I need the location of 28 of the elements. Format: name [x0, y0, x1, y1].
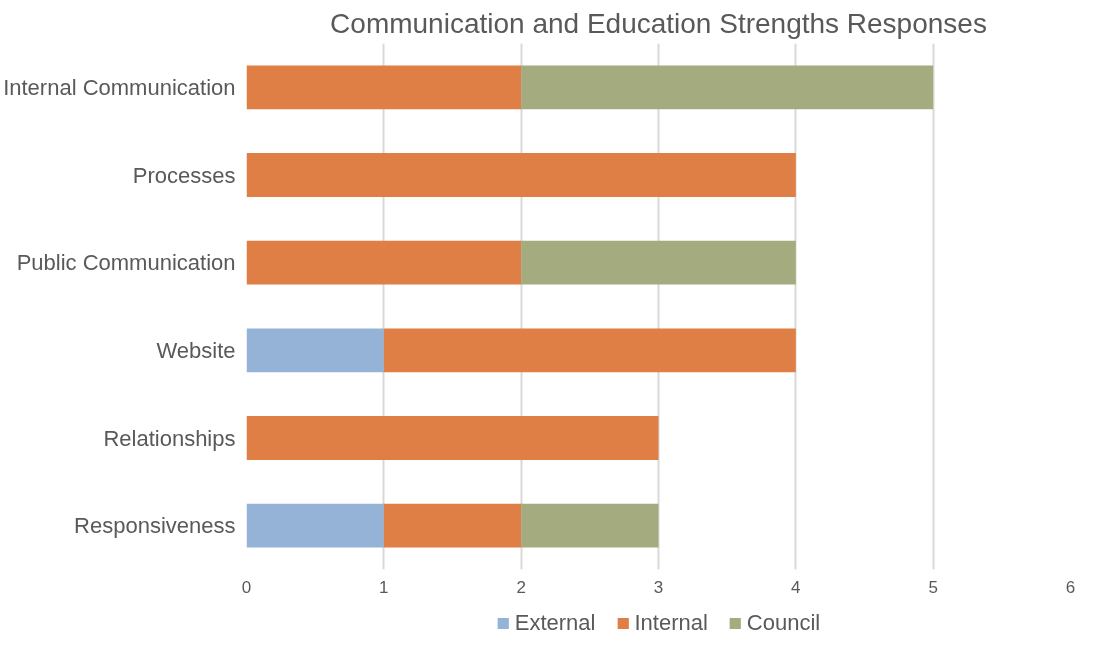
bar: [246, 416, 659, 460]
bar: [246, 65, 522, 110]
y-tick-label: Responsiveness: [74, 513, 236, 539]
y-tick-label: Internal Communication: [3, 74, 236, 100]
x-tick-label: 2: [516, 577, 526, 597]
y-tick-label: Public Communication: [16, 250, 236, 276]
bar: [521, 503, 659, 548]
bar: [246, 503, 384, 548]
legend-label: External: [514, 609, 596, 636]
y-tick-label: Processes: [132, 162, 236, 188]
legend-label: Council: [746, 609, 821, 636]
bar: [521, 65, 934, 110]
x-tick-label: 6: [1065, 577, 1076, 597]
legend-label: Internal: [634, 609, 708, 636]
bar: [246, 153, 796, 197]
x-tick-label: 4: [791, 577, 801, 597]
x-tick-label: 5: [928, 577, 938, 597]
bar: [246, 240, 522, 285]
x-tick-label: 0: [241, 577, 252, 597]
bar: [246, 328, 384, 373]
bar: [383, 328, 796, 373]
y-tick-label: Relationships: [103, 425, 236, 451]
bar: [521, 240, 796, 285]
chart-title: Communication and Education Strengths Responses: [330, 7, 987, 39]
x-tick-label: 3: [653, 577, 664, 597]
bar: [383, 503, 522, 548]
x-tick-label: 1: [379, 577, 389, 597]
y-tick-label: Website: [156, 337, 236, 363]
